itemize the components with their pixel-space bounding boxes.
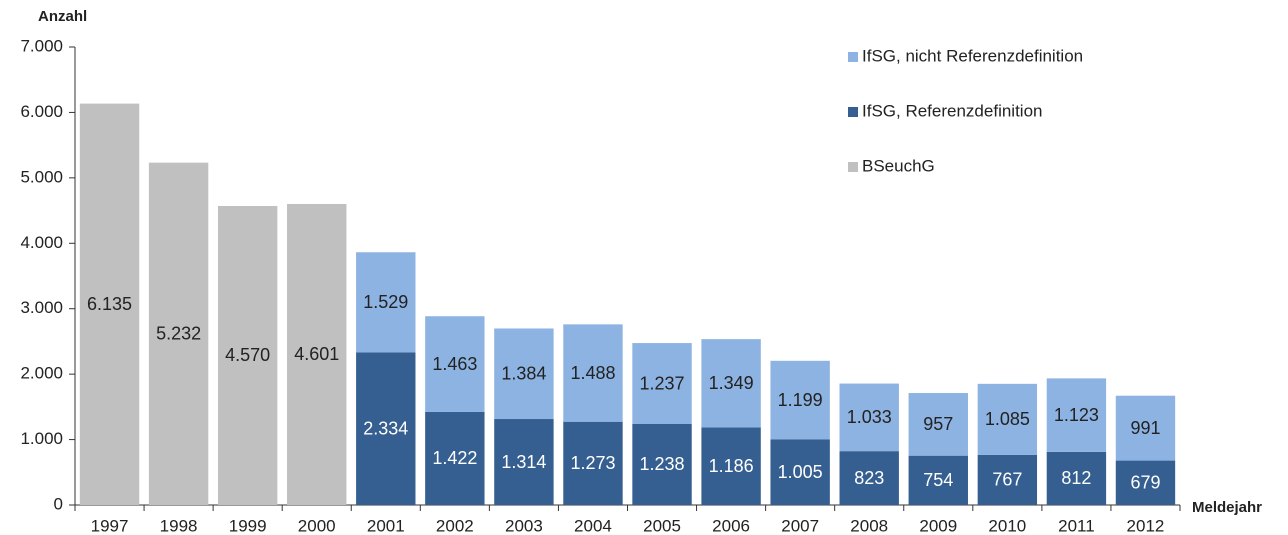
x-tick-label: 1997 [91,516,129,535]
bar-segment [701,427,761,505]
y-tick-label: 6.000 [20,102,63,121]
bar-segment [1046,451,1107,505]
y-tick-label: 0 [54,494,63,513]
bar-segment [632,343,692,424]
data-label: 1.349 [709,373,754,393]
x-tick-label: 2006 [712,516,750,535]
y-tick-label: 5.000 [20,167,63,186]
bar-segment [494,419,554,505]
bar-segment [148,162,209,505]
bar-segment [217,205,278,505]
bar-segment [287,203,347,506]
bar-segment [356,252,416,353]
legend-label: BSeuchG [862,156,935,175]
legend-label: IfSG, nicht Referenzdefinition [862,46,1083,65]
data-label: 1.237 [640,373,685,393]
bar-segment [770,439,830,505]
data-label: 1.238 [640,454,685,474]
x-tick-label: 2000 [298,516,336,535]
bar-segment [770,360,830,440]
bar-segment [839,383,899,452]
bar-segment [356,352,416,505]
data-label: 957 [923,414,953,434]
data-label: 1.005 [778,462,823,482]
bar-segment [977,454,1038,505]
data-label: 823 [854,468,884,488]
data-label: 4.570 [225,345,270,365]
x-tick-label: 2007 [781,516,819,535]
legend-label: IfSG, Referenzdefinition [862,101,1042,120]
y-tick-label: 1.000 [20,429,63,448]
bar-segment [1046,378,1107,452]
bar-segment [1115,395,1176,461]
data-label: 1.488 [570,363,615,383]
bar-segment [1115,460,1176,505]
data-label: 812 [1061,468,1091,488]
data-label: 1.186 [709,456,754,476]
data-label: 1.273 [570,453,615,473]
data-label: 679 [1130,473,1160,493]
x-tick-label: 2005 [643,516,681,535]
data-label: 1.199 [778,390,823,410]
legend-swatch [848,107,858,117]
y-tick-label: 7.000 [20,36,63,55]
data-label: 1.422 [432,448,477,468]
data-label: 5.232 [156,324,201,344]
data-label: 1.033 [847,407,892,427]
legend-swatch [848,162,858,172]
data-label: 991 [1130,418,1160,438]
x-tick-label: 2002 [436,516,474,535]
bar-segment [839,451,899,505]
bar-segment [494,328,554,420]
data-label: 1.123 [1054,405,1099,425]
legend-swatch [848,52,858,62]
x-tick-label: 1999 [229,516,267,535]
bar-segment [79,103,140,506]
bar-segment [563,421,623,505]
bar-segment [701,339,761,428]
bar-segment [908,393,968,456]
x-tick-label: 2008 [850,516,888,535]
data-label: 1.085 [985,409,1030,429]
bar-segment [425,316,485,412]
data-label: 4.601 [294,344,339,364]
data-label: 1.463 [432,354,477,374]
bar-segment [908,455,968,505]
y-tick-label: 4.000 [20,233,63,252]
data-label: 2.334 [363,418,408,438]
y-tick-label: 2.000 [20,364,63,383]
bar-segment [632,423,692,505]
data-label: 6.135 [87,294,132,314]
data-label: 767 [992,470,1022,490]
data-label: 1.529 [363,292,408,312]
x-tick-label: 2009 [919,516,957,535]
data-label: 1.314 [501,452,546,472]
y-tick-label: 3.000 [20,298,63,317]
bar-segment [563,324,623,422]
bar-segment [977,383,1038,455]
data-label: 754 [923,470,953,490]
x-tick-label: 2010 [988,516,1026,535]
x-tick-label: 2011 [1058,516,1095,535]
x-tick-label: 2003 [505,516,543,535]
bar-segment [425,411,485,505]
x-tick-label: 2004 [574,516,612,535]
x-axis-label: Meldejahr [1192,499,1262,516]
x-tick-label: 2012 [1127,516,1165,535]
data-label: 1.384 [501,364,546,384]
x-tick-label: 2001 [367,516,405,535]
y-axis-label: Anzahl [38,8,87,25]
x-tick-label: 1998 [160,516,198,535]
